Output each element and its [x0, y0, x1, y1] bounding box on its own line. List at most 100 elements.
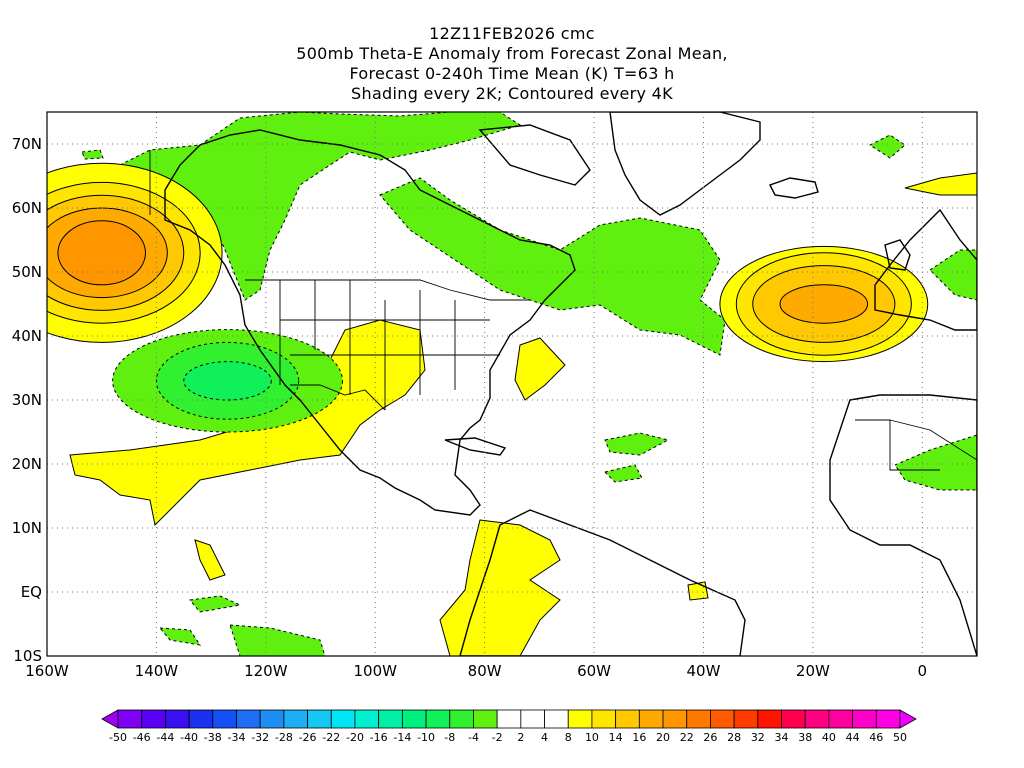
- colorbar-swatch: [164, 709, 190, 729]
- colorbar-swatch: [283, 709, 308, 729]
- colorbar-label: 28: [727, 731, 741, 744]
- colorbar-label: 2: [517, 731, 524, 744]
- colorbar-low-arrow: [101, 709, 119, 729]
- northeast-atlantic-warm-anomaly-level-3: [779, 284, 869, 324]
- colorbar-label: -28: [275, 731, 293, 744]
- east-pacific-cold-patch-3: [158, 627, 202, 646]
- colorbar-label: 32: [751, 731, 765, 744]
- colorbar-swatch: [449, 709, 474, 729]
- colorbar-label: -44: [156, 731, 174, 744]
- colorbar-label: 40: [822, 731, 836, 744]
- colorbar-label: -16: [370, 731, 388, 744]
- colorbar-label: 44: [846, 731, 860, 744]
- colorbar-label: 50: [893, 731, 907, 744]
- map-frame: [46, 111, 978, 657]
- anomaly-centers: [47, 162, 929, 433]
- colorbar-label: 14: [609, 731, 623, 744]
- iceland-coastline: [769, 177, 819, 199]
- lon-label: 40W: [687, 662, 721, 680]
- colorbar-label: -10: [417, 731, 435, 744]
- coastlines: [164, 112, 977, 656]
- colorbar-label: 10: [585, 731, 599, 744]
- lon-label: 100W: [354, 662, 398, 680]
- title-line-variable: 500mb Theta-E Anomaly from Forecast Zona…: [296, 44, 728, 63]
- west-africa-cold-anomaly: [894, 434, 977, 491]
- colorbar-swatch: [781, 709, 806, 729]
- colorbar-label: 26: [703, 731, 717, 744]
- lon-label: 120W: [244, 662, 288, 680]
- colorbar-label: -38: [204, 731, 222, 744]
- lat-label: 30N: [12, 391, 42, 409]
- colorbar-swatch: [520, 709, 545, 729]
- colorbar-label: 8: [565, 731, 572, 744]
- colorbar-label: 34: [775, 731, 789, 744]
- colorbar-label: 22: [680, 731, 694, 744]
- lat-label: 10N: [12, 519, 42, 537]
- lon-label: 80W: [468, 662, 502, 680]
- colorbar-label: -22: [322, 731, 340, 744]
- caribbean-warm-patch: [514, 337, 566, 401]
- colorbar-label: 4: [541, 731, 548, 744]
- colorbar-swatch: [259, 709, 285, 729]
- colorbar-swatch: [710, 709, 735, 729]
- colorbar-swatch: [378, 709, 403, 729]
- canada-cold-anomaly: [119, 112, 522, 301]
- lat-label: 10S: [13, 647, 42, 665]
- lon-label: 160W: [25, 662, 69, 680]
- lat-label: EQ: [21, 583, 42, 601]
- colorbar-label: -40: [180, 731, 198, 744]
- colorbar-swatch: [591, 709, 617, 729]
- colorbar-swatch: [828, 709, 854, 729]
- africa-coastline: [829, 394, 977, 656]
- east-pacific-warm-patch: [194, 539, 226, 581]
- colorbar-label: -26: [299, 731, 317, 744]
- east-pacific-cold-patch-2: [189, 595, 242, 613]
- colorbar-swatch: [638, 709, 664, 729]
- colorbar-swatch: [307, 709, 332, 729]
- baffin-island-coastline: [478, 124, 591, 186]
- lon-label: 60W: [577, 662, 611, 680]
- norway-warm-patch: [904, 172, 977, 196]
- colorbar-swatch: [757, 709, 782, 729]
- us-canada-border: [245, 279, 530, 301]
- colorbar-label: -50: [109, 731, 127, 744]
- british-isles-coastline: [884, 239, 911, 271]
- colorbar-swatch: [615, 709, 640, 729]
- quebec-atlantic-cold-anomaly: [379, 177, 726, 356]
- colorbar-label: -34: [228, 731, 246, 744]
- colorbar-swatch: [425, 709, 451, 729]
- northeast-pacific-cold-anomaly-level-2: [183, 361, 272, 401]
- lat-label: 20N: [12, 455, 42, 473]
- colorbar: -50 -46 -44 -40 -38 -34 -32 -28 -26 -22 -20 -16 -14-…: [101, 709, 917, 744]
- tropical-atlantic-cold-patch-1: [604, 432, 670, 456]
- colorbar-swatch: [236, 709, 261, 729]
- colorbar-label: -4: [468, 731, 479, 744]
- cuba-coastline: [444, 437, 507, 456]
- gulf-of-alaska-warm-anomaly-level-4: [57, 220, 146, 286]
- lat-label: 70N: [12, 135, 42, 153]
- title-line-forecast: Forecast 0-240h Time Mean (K) T=63 h: [349, 64, 675, 83]
- title-line-date-model: 12Z11FEB2026 cmc: [429, 24, 595, 43]
- colorbar-swatch: [496, 709, 522, 729]
- central-atlantic-warm-patch: [687, 581, 709, 601]
- colorbar-swatch: [852, 709, 877, 729]
- colorbar-swatch: [330, 709, 356, 729]
- colorbar-label: -46: [133, 731, 151, 744]
- title-line-shading: Shading every 2K; Contoured every 4K: [351, 84, 673, 103]
- map-title-block: 12Z11FEB2026 cmc 500mb Theta-E Anomaly f…: [0, 24, 1024, 104]
- colorbar-swatch: [401, 709, 427, 729]
- latitude-labels: 70N 60N 50N 40N 30N 20N 10N EQ 10S: [12, 135, 42, 665]
- lon-label: 0: [918, 662, 928, 680]
- colorbar-swatch: [354, 709, 380, 729]
- us-mexico-border: [290, 384, 386, 411]
- colorbar-swatch: [567, 709, 593, 729]
- political-borders: [149, 150, 977, 471]
- colorbar-swatch: [117, 709, 143, 729]
- colorbar-swatch: [141, 709, 166, 729]
- north-america-coastline: [164, 129, 576, 516]
- colorbar-swatch: [662, 709, 688, 729]
- greenland-east-cold-patch: [868, 134, 906, 159]
- lon-label: 20W: [796, 662, 830, 680]
- colorbar-label: 20: [656, 731, 670, 744]
